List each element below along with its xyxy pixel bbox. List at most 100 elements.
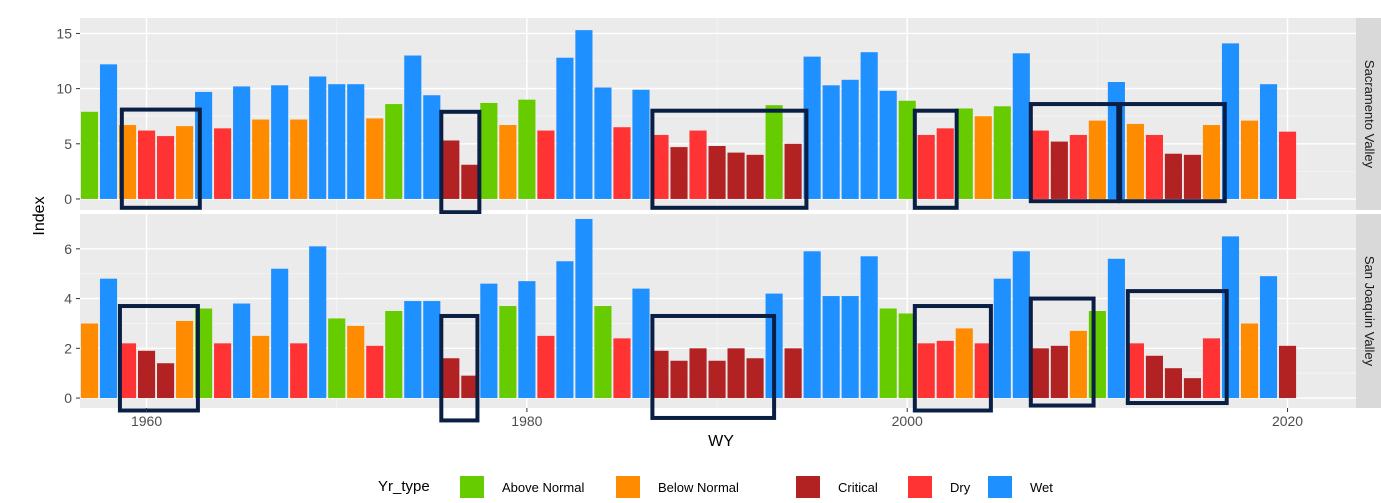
bar-1960	[138, 350, 156, 399]
bar-2015	[1183, 378, 1202, 399]
bar-1996	[822, 85, 840, 199]
bar-1972	[366, 345, 384, 399]
x-axis: 1960 1980 2000 2020	[131, 408, 1303, 429]
bar-1984	[594, 306, 612, 399]
highlight-box	[912, 108, 959, 210]
bar-1976	[442, 140, 460, 199]
bar-2014	[1164, 368, 1182, 399]
bars	[80, 218, 1297, 399]
facet-strip	[1356, 214, 1381, 408]
y-tick-label: 0	[64, 191, 72, 207]
bar-2003	[955, 328, 973, 399]
highlight-boxes	[117, 289, 1229, 423]
bar-1987	[651, 350, 669, 399]
bar-1991	[727, 348, 745, 399]
highlight-box	[119, 107, 202, 210]
bar-1979	[499, 125, 517, 199]
bar-1996	[822, 296, 840, 399]
bar-1997	[841, 296, 859, 399]
legend-title: Yr_type	[378, 478, 430, 495]
bar-2018	[1240, 120, 1259, 199]
legend-label: Below Normal	[658, 480, 739, 495]
legend-key-below-normal	[616, 476, 640, 498]
bar-2006	[1012, 53, 1030, 199]
bar-1957	[80, 323, 99, 399]
panel-sacramento-valley: 0 5 10 15 Sacramento Valley	[56, 18, 1381, 215]
bar-1983	[575, 30, 593, 199]
bar-2007	[1031, 348, 1049, 399]
bar-1968	[290, 119, 308, 199]
bar-1957	[80, 111, 99, 199]
bar-1972	[366, 118, 384, 199]
bar-1980	[518, 99, 536, 199]
bar-2000	[898, 313, 916, 399]
bar-2011	[1107, 258, 1125, 399]
bar-1992	[746, 154, 764, 199]
bar-2016	[1202, 338, 1221, 399]
bar-2016	[1202, 125, 1221, 199]
bar-1968	[290, 343, 308, 399]
bar-1973	[385, 104, 403, 199]
bar-2009	[1069, 134, 1087, 199]
bar-2019	[1259, 84, 1278, 199]
y-tick-label: 2	[64, 340, 72, 356]
bar-1977	[461, 375, 479, 399]
panels: 0 5 10 15 Sacramento Valley 0 2 4 6 San Joaquin V…	[56, 18, 1381, 423]
bar-1999	[879, 90, 897, 199]
highlight-box	[650, 313, 777, 420]
bar-1965	[233, 86, 251, 199]
highlight-box	[439, 109, 482, 215]
bar-1964	[214, 343, 232, 399]
bar-2002	[936, 128, 954, 199]
bar-1978	[480, 283, 498, 399]
bar-2008	[1050, 141, 1068, 199]
bar-2005	[993, 106, 1011, 199]
bar-2008	[1050, 345, 1068, 399]
bar-2012	[1126, 123, 1144, 199]
bar-1965	[233, 303, 251, 399]
legend-key-dry	[908, 476, 932, 498]
bar-1974	[404, 55, 422, 199]
bar-2004	[974, 343, 992, 399]
y-tick-label: 0	[64, 390, 72, 406]
facet-strip-label: Sacramento Valley	[1362, 60, 1377, 169]
bar-1986	[632, 89, 650, 199]
bar-1974	[404, 301, 422, 399]
bar-2001	[917, 343, 935, 399]
highlight-box	[117, 304, 200, 413]
bar-2001	[917, 134, 935, 199]
bar-2018	[1240, 323, 1259, 399]
highlight-box	[1028, 296, 1096, 408]
bar-1990	[708, 146, 726, 199]
bar-1988	[670, 147, 688, 199]
bar-1967	[271, 268, 289, 399]
bar-2013	[1145, 355, 1163, 399]
bar-1958	[99, 278, 118, 399]
bar-1988	[670, 360, 688, 399]
bar-1984	[594, 87, 612, 199]
bar-2010	[1088, 120, 1106, 199]
bar-1982	[556, 261, 574, 399]
bar-1981	[537, 130, 555, 199]
legend-label: Above Normal	[502, 480, 584, 495]
bar-1962	[176, 320, 194, 399]
bar-2013	[1145, 134, 1163, 199]
bar-1985	[613, 338, 631, 399]
bar-1982	[556, 57, 574, 199]
bar-1958	[99, 64, 118, 199]
bar-1977	[461, 164, 479, 199]
bar-1999	[879, 308, 897, 399]
bar-2003	[955, 108, 973, 199]
bar-1989	[689, 130, 707, 199]
bar-2017	[1221, 236, 1240, 399]
bar-1975	[423, 301, 441, 399]
bar-1995	[803, 251, 821, 399]
bar-1993	[765, 105, 783, 199]
y-tick-label: 6	[64, 241, 72, 257]
highlight-box	[1118, 102, 1227, 204]
bar-1973	[385, 311, 403, 399]
highlight-box	[912, 304, 993, 413]
bar-1959	[118, 343, 137, 399]
bar-1994	[784, 143, 802, 199]
bar-1986	[632, 288, 650, 399]
